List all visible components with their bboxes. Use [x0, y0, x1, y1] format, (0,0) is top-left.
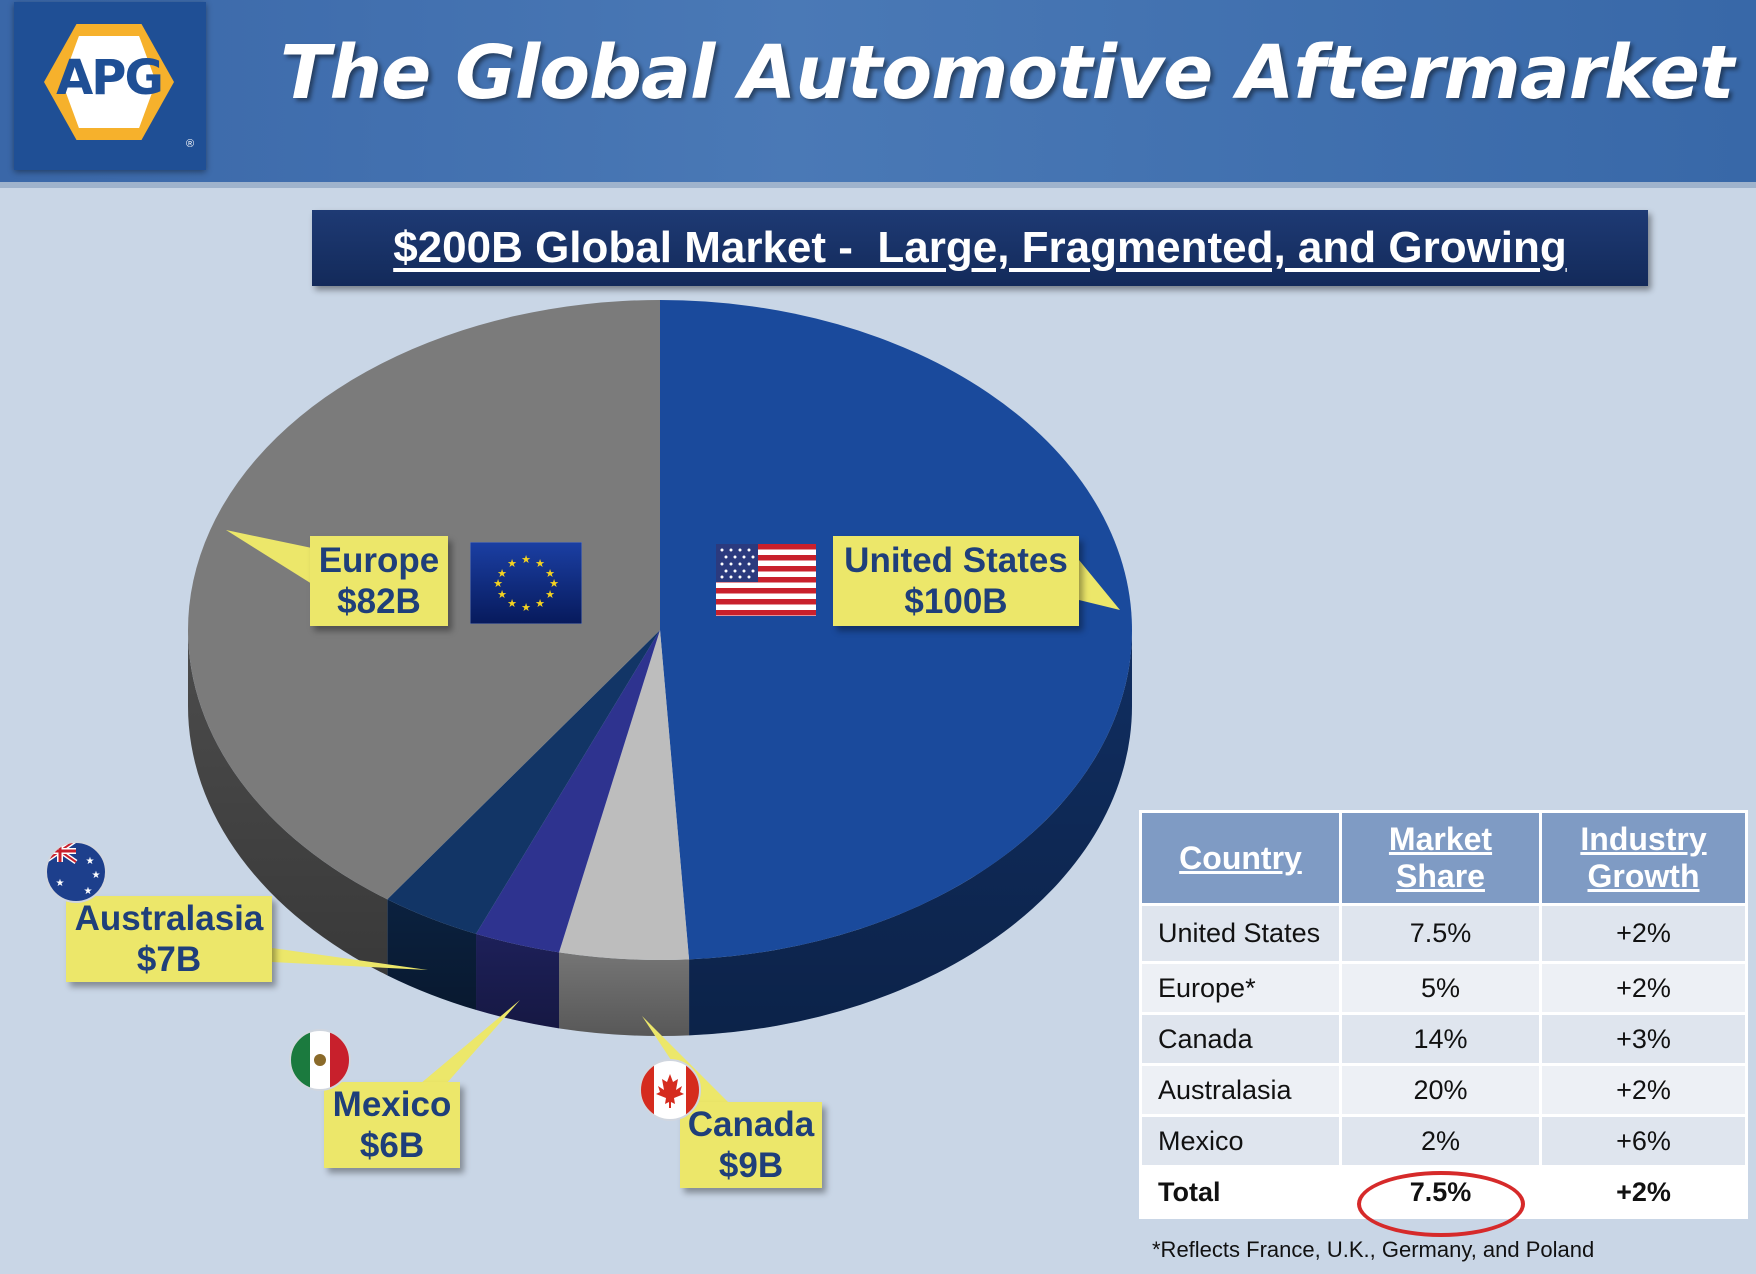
footnote: *Reflects France, U.K., Germany, and Pol…	[1152, 1237, 1595, 1262]
table-row: Europe* 5% +2%	[1139, 961, 1748, 1015]
pie-slice-mexico	[476, 630, 660, 953]
cell-growth: +6%	[1539, 1114, 1748, 1168]
pie-side-shade-australasia	[387, 899, 477, 1010]
callout-canada: Canada $9B	[680, 1102, 822, 1188]
pie-slice-united-states	[660, 300, 1132, 960]
pie-side-shade-canada	[559, 952, 690, 1036]
svg-text:★: ★	[549, 577, 559, 590]
eu-flag-icon: ★ ★★ ★★★ ★★★ ★★★	[470, 542, 582, 624]
cell-country: Europe*	[1139, 961, 1342, 1015]
pie-side-shade-united-states	[689, 630, 1132, 1036]
mexico-flag-icon	[289, 1029, 351, 1091]
svg-text:★: ★	[493, 577, 503, 590]
cell-share: 7.5%	[1339, 903, 1542, 964]
cell-growth: +2%	[1539, 903, 1748, 964]
callout-mexico-value: $6B	[359, 1126, 425, 1165]
pie-side-shade-europe	[188, 630, 388, 976]
header-banner: APG ® The Global Automotive Aftermarket	[0, 0, 1756, 188]
cell-growth: +2%	[1539, 961, 1748, 1015]
cell-growth: +3%	[1539, 1012, 1748, 1066]
cell-share: 2%	[1339, 1114, 1542, 1168]
pointer-australasia	[272, 948, 428, 970]
callout-europe-value: $82B	[337, 582, 421, 621]
table-row: United States 7.5% +2%	[1139, 903, 1748, 964]
callout-canada-value: $9B	[718, 1146, 784, 1185]
svg-text:★: ★	[535, 597, 545, 610]
cell-country: Australasia	[1139, 1063, 1342, 1117]
cell-growth: +2%	[1539, 1165, 1748, 1219]
svg-text:★: ★	[521, 553, 531, 566]
svg-text:★: ★	[56, 878, 65, 889]
pie-side-shade-mexico	[476, 933, 560, 1029]
header-industry-growth: Industry Growth	[1539, 810, 1748, 906]
pointer-europe	[226, 530, 312, 584]
logo-text: APG	[56, 50, 164, 106]
chart-title: $200B Global Market - Large, Fragmented,…	[393, 223, 1567, 272]
header-market-share: Market Share	[1339, 810, 1542, 906]
canada-flag-icon	[639, 1059, 701, 1121]
svg-text:★: ★	[92, 870, 101, 881]
callout-united-states: United States $100B	[833, 536, 1079, 626]
svg-text:★: ★	[84, 886, 93, 897]
total-share-highlight-ring	[1357, 1171, 1525, 1237]
svg-text:★: ★	[521, 601, 531, 614]
callout-mexico-name: Mexico	[332, 1085, 452, 1124]
cell-growth: +2%	[1539, 1063, 1748, 1117]
cell-country: Canada	[1139, 1012, 1342, 1066]
svg-text:★: ★	[545, 567, 555, 580]
callout-europe: Europe $82B	[310, 536, 448, 626]
australia-flag-icon: ★ ★ ★ ★	[45, 841, 107, 903]
cell-share: 5%	[1339, 961, 1542, 1015]
svg-text:★: ★	[497, 567, 507, 580]
callout-australasia-name: Australasia	[74, 899, 264, 938]
market-share-table: Country Market Share Industry Growth Uni…	[1139, 810, 1748, 1219]
pointer-canada	[642, 1016, 730, 1104]
chart-title-box: $200B Global Market - Large, Fragmented,…	[312, 210, 1648, 286]
table-row: Australasia 20% +2%	[1139, 1063, 1748, 1117]
callout-us-name: United States	[844, 541, 1068, 580]
callout-canada-name: Canada	[687, 1105, 815, 1144]
callout-australasia-value: $7B	[136, 940, 202, 979]
callout-australasia: Australasia $7B	[66, 896, 272, 982]
svg-text:★: ★	[545, 588, 555, 601]
table-row: Canada 14% +3%	[1139, 1012, 1748, 1066]
cell-country: Mexico	[1139, 1114, 1342, 1168]
table-row: Mexico 2% +6%	[1139, 1114, 1748, 1168]
apg-logo: APG ®	[14, 2, 206, 170]
pointer-mexico	[420, 1000, 520, 1084]
svg-text:★: ★	[497, 588, 507, 601]
svg-text:★: ★	[535, 557, 545, 570]
callout-mexico: Mexico $6B	[324, 1082, 460, 1168]
logo-registered-mark: ®	[186, 138, 195, 150]
callout-europe-name: Europe	[318, 541, 440, 580]
callout-us-value: $100B	[904, 582, 1008, 621]
pie-slice-australasia	[387, 630, 660, 934]
cell-country: United States	[1139, 903, 1342, 964]
page-title: The Global Automotive Aftermarket	[280, 30, 1734, 116]
pointer-united-states	[1079, 560, 1120, 610]
pie-slice-canada	[559, 630, 690, 960]
svg-text:★: ★	[86, 856, 95, 867]
svg-text:★: ★	[507, 597, 517, 610]
cell-country: Total	[1139, 1165, 1342, 1219]
cell-share: 14%	[1339, 1012, 1542, 1066]
header-country: Country	[1139, 810, 1342, 906]
cell-share: 20%	[1339, 1063, 1542, 1117]
svg-text:★: ★	[507, 557, 517, 570]
us-flag-icon	[716, 544, 816, 616]
